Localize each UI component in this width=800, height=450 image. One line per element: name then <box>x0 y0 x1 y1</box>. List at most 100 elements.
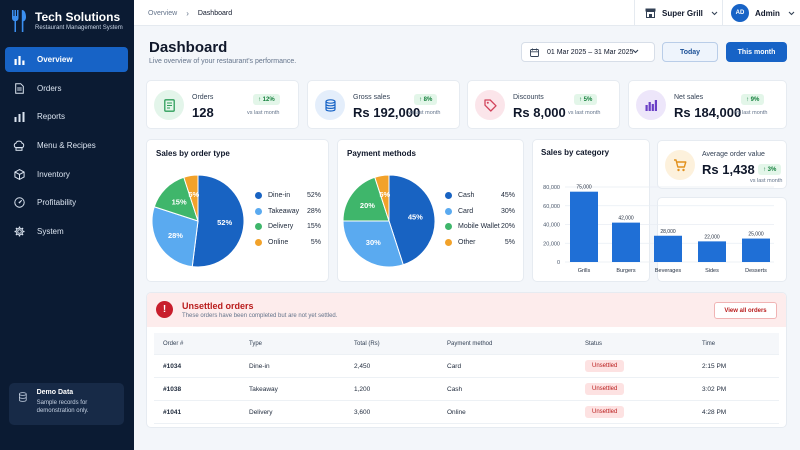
sidebar-item-label: Menu & Recipes <box>37 141 96 151</box>
sidebar: Tech Solutions Restaurant Management Sys… <box>0 0 134 450</box>
table-row[interactable]: #1041 Delivery 3,600 Online Unsettled 4:28 PM <box>154 401 779 424</box>
sidebar-item-overview[interactable]: Overview <box>5 47 128 72</box>
avg-order-value: Rs 1,438 <box>702 162 755 177</box>
avg-order-value-card: Average order value Rs 1,438 ↑ 3% vs las… <box>657 140 787 189</box>
sidebar-item-label: Reports <box>37 112 66 122</box>
legend-item: Mobile Wallet <box>445 223 500 230</box>
vs-last-month: vs last month <box>735 110 768 116</box>
table-cell: Unsettled <box>585 401 625 423</box>
column-header: Payment method <box>447 340 493 347</box>
legend-percent: 5% <box>504 238 515 246</box>
legend-item: Dine-in <box>255 192 290 199</box>
legend-item: Delivery <box>255 223 293 230</box>
sidebar-item-label: Overview <box>37 55 73 64</box>
brand: Tech Solutions Restaurant Management Sys… <box>10 9 123 33</box>
bar-grills <box>570 191 598 262</box>
user-menu[interactable]: AD Admin <box>722 0 795 26</box>
table-row[interactable]: #1038 Takeaway 1,200 Cash Unsettled 3:02 PM <box>154 378 779 401</box>
sidebar-item-reports[interactable]: Reports <box>5 104 128 129</box>
legend-percent: 45% <box>500 192 515 199</box>
receipt-icon <box>154 90 184 120</box>
unsettled-orders-table: Order # Type Total (Rs) Payment method Statu… <box>154 333 779 424</box>
legend-item: Other <box>445 238 476 246</box>
kpi-card-gross-sales: Gross sales Rs 192,000 ↑ 8% vs last month <box>307 80 460 129</box>
fork-knife-logo-icon <box>12 10 26 32</box>
sidebar-item-orders[interactable]: Orders <box>5 76 128 101</box>
sidebar-item-system[interactable]: System <box>5 219 128 244</box>
box-icon <box>13 168 25 180</box>
brand-subtitle: Restaurant Management System <box>35 25 123 31</box>
pie-slice-label: 20% <box>360 201 375 210</box>
status-badge: Unsettled <box>585 406 625 418</box>
table-row[interactable]: #1034 Dine-in 2,450 Card Unsettled 2:15 PM <box>154 355 779 378</box>
store-selector[interactable]: Super Grill <box>634 0 724 26</box>
this-month-button[interactable]: This month <box>726 42 787 62</box>
bar-data-label: 25,000 <box>748 232 764 238</box>
sidebar-item-label: Orders <box>37 83 62 93</box>
date-range-picker[interactable]: 01 Mar 2025 – 31 Mar 2025 <box>521 42 655 62</box>
chevron-down-icon <box>788 11 795 15</box>
pie-slice-label: 28% <box>168 231 183 240</box>
table-cell: #1034 <box>163 362 182 370</box>
kpi-value: 128 <box>192 105 214 120</box>
column-header: Type <box>249 340 263 347</box>
kpi-value: Rs 192,000 <box>353 105 421 120</box>
breadcrumb-dashboard: Dashboard <box>197 10 233 17</box>
pie-slice-label: 45% <box>408 212 423 221</box>
sidebar-item-inventory[interactable]: Inventory <box>5 162 128 187</box>
legend-item: Online <box>255 238 288 246</box>
payment-methods-pie-chart: 45% 30% 20% 5% <box>342 174 436 268</box>
legend-label: Cash <box>458 192 475 199</box>
kpi-value: Rs 8,000 <box>513 105 566 120</box>
sidebar-item-label: Inventory <box>37 169 70 179</box>
view-all-orders-button[interactable]: View all orders <box>714 302 777 319</box>
table-cell: 3:02 PM <box>702 385 727 393</box>
panel-title: Payment methods <box>347 149 416 158</box>
table-cell: Cash <box>447 385 463 393</box>
demo-title: Demo Data <box>36 389 74 396</box>
pie-slice-mobile-wallet <box>342 176 390 222</box>
pie-slice-label: 5% <box>379 190 390 199</box>
table-cell: 1,200 <box>354 385 371 393</box>
gear-icon <box>13 226 25 238</box>
table-header: Order # Type Total (Rs) Payment method Statu… <box>154 333 779 355</box>
breadcrumb-overview[interactable]: Overview <box>148 10 178 17</box>
y-tick-label: 60,000 <box>543 204 560 210</box>
legend-item: Card <box>445 207 474 215</box>
legend-percent: 30% <box>500 207 515 215</box>
legend-item: Takeaway <box>255 207 299 215</box>
change-badge: ↑ 3% <box>758 164 782 175</box>
change-badge: ↑ 5% <box>574 94 598 105</box>
bar-data-label: 42,000 <box>618 216 634 222</box>
pie-slice-label: 5% <box>188 190 199 199</box>
table-cell: 3,600 <box>354 408 371 416</box>
vs-last-month: vs last month <box>568 110 601 116</box>
status-badge: Unsettled <box>585 360 625 372</box>
order-type-pie-chart: 52% 28% 15%5% <box>151 174 245 268</box>
avg-order-label: Average order value <box>702 151 765 158</box>
legend-label: Dine-in <box>268 192 291 199</box>
y-tick-label: 40,000 <box>543 223 560 229</box>
bar-burgers <box>612 222 640 262</box>
change-badge: ↑ 9% <box>741 94 765 105</box>
sidebar-item-menu-recipes[interactable]: Menu & Recipes <box>5 133 128 158</box>
demo-data-notice: Demo Data Sample records for demonstrati… <box>9 383 124 425</box>
legend-percent: 15% <box>306 223 321 230</box>
today-button[interactable]: Today <box>662 42 718 62</box>
column-header: Order # <box>163 340 184 347</box>
table-cell: 2,450 <box>354 362 371 370</box>
sales-by-category-bar-chart: 0 20,000 40,000 60,000 80,000 75,000 Grills 42,… <box>543 185 774 274</box>
pie-slice-label: 15% <box>172 198 187 207</box>
kpi-card-orders: Orders 128 ↑ 12% vs last month <box>146 80 299 129</box>
kpi-label: Orders <box>192 94 214 101</box>
legend-label: Card <box>458 207 474 215</box>
calendar-icon <box>530 48 539 57</box>
legend-swatch <box>445 207 452 215</box>
sidebar-item-profitability[interactable]: Profitability <box>5 190 128 215</box>
unsettled-title: Unsettled orders <box>182 301 254 311</box>
legend-swatch <box>255 192 262 199</box>
legend-item: Cash <box>445 192 474 199</box>
chart-bar-icon <box>13 54 25 66</box>
vs-last-month: vs last month <box>408 110 441 116</box>
bar-data-label: 22,000 <box>704 234 720 240</box>
